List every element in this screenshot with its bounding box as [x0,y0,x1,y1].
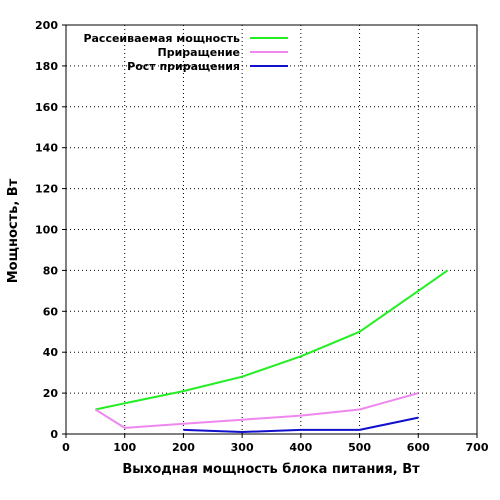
legend-label: Приращение [158,46,240,59]
y-tick-label: 160 [35,101,58,114]
y-tick-label: 200 [35,19,58,32]
x-tick-label: 400 [289,441,312,454]
grid-lines [66,25,477,434]
series-line-3 [183,416,419,433]
series-line-1 [95,269,449,411]
y-axis-ticks: 0 20 40 60 80 100 120 140 160 180 200 [35,19,66,441]
x-axis-title: Выходная мощность блока питания, Вт [122,462,420,477]
y-tick-label: 60 [43,305,59,318]
x-tick-label: 600 [407,441,430,454]
x-tick-label: 100 [113,441,136,454]
x-tick-label: 200 [172,441,195,454]
x-tick-label: 700 [466,441,489,454]
y-axis-title: Мощность, Вт [6,178,21,283]
y-tick-label: 100 [35,224,58,237]
y-tick-label: 140 [35,142,58,155]
legend-label: Рост приращения [127,60,240,73]
legend-label: Рассеиваемая мощность [83,32,240,45]
y-tick-label: 80 [43,264,59,277]
y-tick-label: 20 [43,387,59,400]
x-tick-label: 300 [231,441,254,454]
x-axis-ticks: 0 100 200 300 400 500 600 700 [62,434,489,454]
x-tick-label: 500 [348,441,371,454]
y-tick-label: 0 [50,428,58,441]
y-tick-label: 120 [35,183,58,196]
series-lines [94,269,449,433]
x-tick-label: 0 [62,441,70,454]
plot-frame [65,24,478,435]
y-tick-label: 40 [43,346,59,359]
series-line-2 [94,392,419,429]
y-tick-label: 180 [35,60,58,73]
